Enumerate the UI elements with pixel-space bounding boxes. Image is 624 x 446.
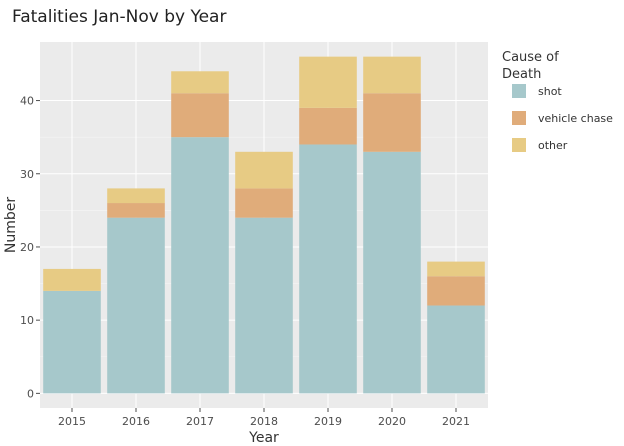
legend-label-vehicle-chase: vehicle chase [538,112,613,125]
x-tick-label: 2018 [250,415,278,428]
bar-other-2017 [171,71,229,94]
bar-shot-2019 [299,144,357,394]
legend-title-line-2: Death [502,67,541,82]
legend-swatch-vehicle-chase [512,111,526,125]
bar-shot-2017 [171,137,229,394]
bar-shot-2018 [235,217,293,394]
x-tick-label: 2021 [442,415,470,428]
bar-vehicle-chase-2017 [171,93,229,138]
bar-other-2018 [235,151,293,189]
bar-vehicle-chase-2020 [363,93,421,152]
y-axis-title: Number [3,197,19,253]
bar-shot-2020 [363,151,421,394]
x-axis-title: Year [248,430,279,446]
legend-label-shot: shot [538,85,562,98]
y-tick-label: 20 [20,241,34,254]
x-axis: 2015 2016 2017 2018 2019 2020 2021 [58,408,470,428]
bar-shot-2016 [107,217,165,394]
x-tick-label: 2017 [186,415,214,428]
y-tick-label: 10 [20,314,34,327]
x-tick-label: 2020 [378,415,406,428]
y-tick-label: 40 [20,95,34,108]
bar-shot-2015 [43,290,101,394]
bar-other-2016 [107,188,165,204]
legend-swatch-shot [512,84,526,98]
bar-other-2020 [363,56,421,94]
bar-other-2015 [43,268,101,291]
y-axis: 0 10 20 30 40 [20,95,40,400]
legend: Cause of Death shot vehicle chase other [502,50,613,152]
legend-label-other: other [538,139,568,152]
y-tick-label: 0 [27,387,34,400]
x-tick-label: 2016 [122,415,150,428]
chart-title: Fatalities Jan-Nov by Year [12,7,226,27]
bars [43,56,485,394]
legend-swatch-other [512,138,526,152]
bar-other-2021 [427,261,485,277]
bar-vehicle-chase-2018 [235,188,293,218]
bar-vehicle-chase-2019 [299,107,357,145]
bar-other-2019 [299,56,357,108]
bar-vehicle-chase-2016 [107,203,165,218]
legend-title-line-1: Cause of [502,50,559,65]
bar-shot-2021 [427,305,485,394]
legend-items: shot vehicle chase other [512,84,613,152]
x-tick-label: 2015 [58,415,86,428]
y-tick-label: 30 [20,168,34,181]
x-tick-label: 2019 [314,415,342,428]
bar-vehicle-chase-2021 [427,276,485,306]
